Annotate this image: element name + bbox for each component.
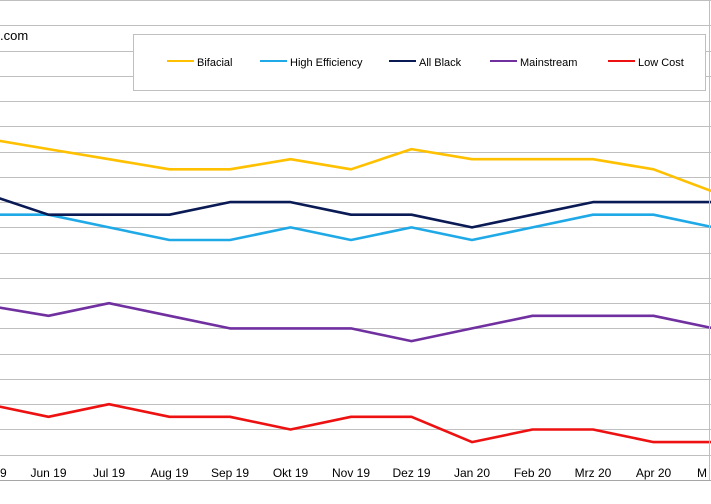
x-tick-label: 9 <box>0 466 7 480</box>
legend-swatch-high-efficiency <box>260 60 287 63</box>
series-lines <box>0 139 711 444</box>
legend-swatch-all-black <box>389 60 416 63</box>
source-text: .com <box>0 28 29 43</box>
series-line-bifacial <box>0 139 711 193</box>
x-tick-label: Okt 19 <box>273 466 309 480</box>
legend-label-high-efficiency: High Efficiency <box>290 57 363 69</box>
legend-item-all-black: All Black <box>389 57 461 69</box>
x-axis-tick-labels: 9 Jun 19 Jul 19 Aug 19 Sep 19 Okt 19 Nov 19 Dez… <box>0 466 707 480</box>
legend-label-mainstream: Mainstream <box>520 57 578 69</box>
x-tick-label: Feb 20 <box>514 466 552 480</box>
legend-label-low-cost: Low Cost <box>638 57 684 69</box>
legend-item-mainstream: Mainstream <box>490 57 577 69</box>
series-line-mainstream <box>0 301 711 343</box>
x-tick-label: Jun 19 <box>30 466 66 480</box>
x-tick-label: Apr 20 <box>636 466 672 480</box>
series-line-all-black <box>0 197 711 229</box>
series-line-low-cost <box>0 402 711 444</box>
x-tick-label: Sep 19 <box>211 466 249 480</box>
x-tick-label: Jul 19 <box>93 466 125 480</box>
plot-frame-right <box>709 0 710 480</box>
legend-item-bifacial: Bifacial <box>167 57 232 69</box>
x-tick-label: Mrz 20 <box>575 466 612 480</box>
x-tick-label: Dez 19 <box>392 466 430 480</box>
legend-swatch-mainstream <box>490 60 517 63</box>
legend: Bifacial High Efficiency All Black Mains… <box>133 34 706 91</box>
x-tick-label: Jan 20 <box>454 466 490 480</box>
legend-label-all-black: All Black <box>419 57 462 69</box>
x-tick-label: M <box>697 466 707 480</box>
legend-item-low-cost: Low Cost <box>608 57 684 69</box>
x-tick-label: Aug 19 <box>150 466 188 480</box>
legend-swatch-low-cost <box>608 60 635 63</box>
legend-item-high-efficiency: High Efficiency <box>260 57 363 69</box>
legend-swatch-bifacial <box>167 60 194 63</box>
legend-label-bifacial: Bifacial <box>197 57 233 69</box>
series-line-high-efficiency <box>0 213 711 242</box>
x-tick-label: Nov 19 <box>332 466 370 480</box>
